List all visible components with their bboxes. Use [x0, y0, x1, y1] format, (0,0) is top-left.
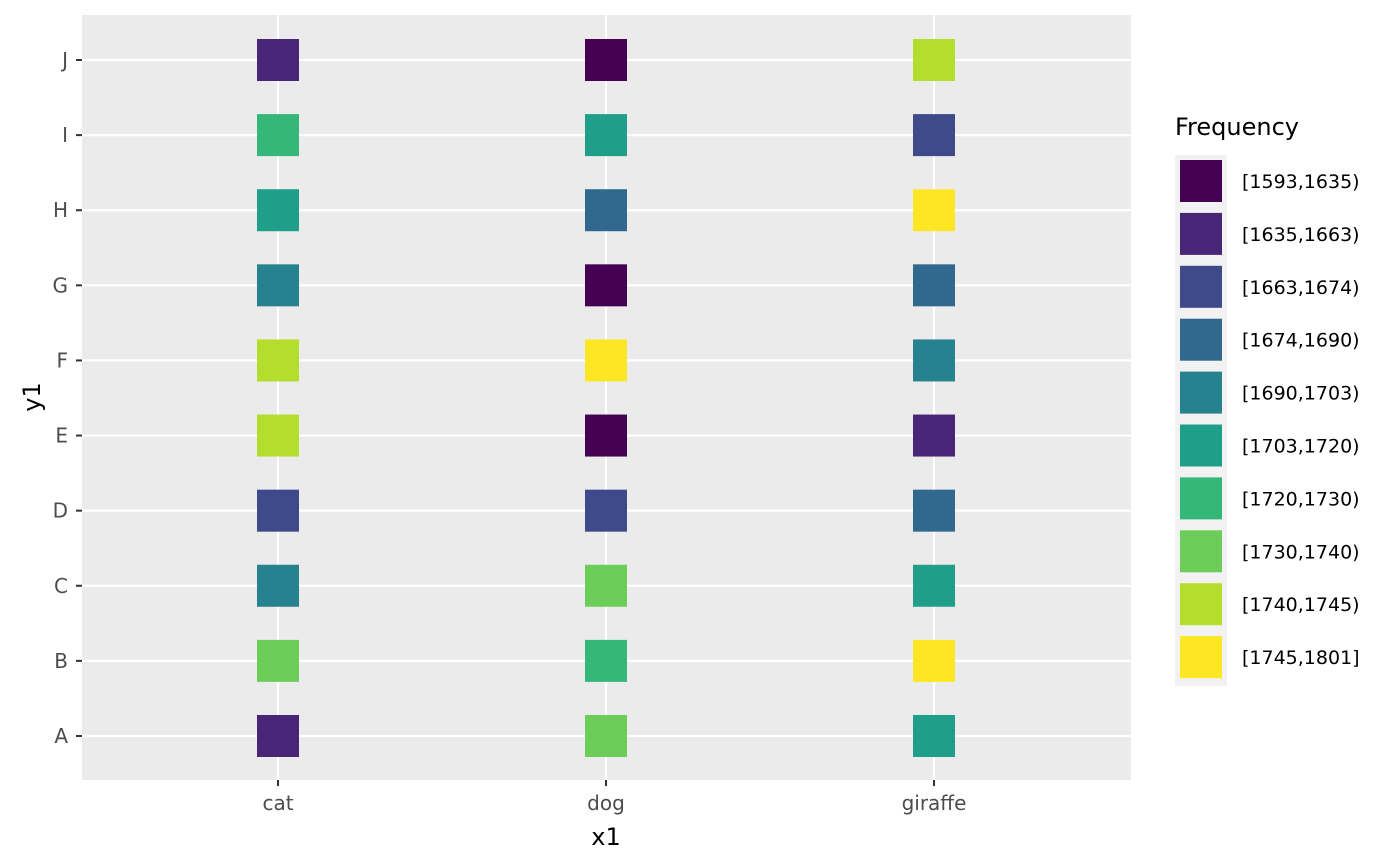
y-tick-label-c: C [54, 574, 68, 598]
heatmap-cell-cat-h [257, 189, 299, 232]
y-tick-label-d: D [53, 499, 68, 523]
x-tick-label-dog: dog [587, 791, 625, 815]
heatmap-cell-dog-h [585, 189, 627, 232]
y-tick-label-g: G [53, 273, 69, 297]
legend-key-7 [1180, 530, 1222, 573]
legend: Frequency [1593,1635) [1635,1663) [1663,16… [1175, 113, 1360, 686]
heatmap-cell-cat-c [257, 564, 299, 607]
heatmap-cell-giraffe-j [913, 39, 955, 81]
heatmap-cell-dog-c [585, 564, 627, 607]
heatmap-cell-cat-f [257, 339, 299, 382]
legend-title: Frequency [1175, 113, 1299, 141]
y-axis-title: y1 [18, 382, 46, 411]
heatmap-cell-giraffe-e [913, 414, 955, 457]
heatmap-cell-dog-b [585, 639, 627, 682]
x-axis: cat dog giraffe [262, 780, 966, 815]
y-tick-label-f: F [56, 348, 68, 372]
heatmap-cell-giraffe-a [913, 714, 955, 757]
heatmap-cell-dog-d [585, 489, 627, 532]
legend-label-9: [1745,1801] [1242, 647, 1360, 669]
legend-key-0 [1180, 160, 1222, 202]
heatmap-cell-dog-i [585, 114, 627, 157]
legend-label-4: [1690,1703) [1242, 383, 1360, 405]
heatmap-cell-giraffe-f [913, 339, 955, 382]
y-axis: A B C D E F G H I J [53, 48, 82, 748]
heatmap-cell-cat-g [257, 264, 299, 307]
heatmap-cell-giraffe-g [913, 264, 955, 307]
heatmap-cell-giraffe-b [913, 639, 955, 682]
heatmap-cell-giraffe-d [913, 489, 955, 532]
legend-key-1 [1180, 212, 1222, 255]
legend-key-2 [1180, 265, 1222, 308]
x-tick-label-giraffe: giraffe [902, 791, 967, 815]
heatmap-cell-dog-j [585, 39, 627, 81]
heatmap-cell-dog-e [585, 414, 627, 457]
heatmap-cells [257, 39, 955, 757]
y-tick-label-i: I [62, 123, 68, 147]
legend-key-9 [1180, 636, 1222, 679]
heatmap-cell-cat-b [257, 639, 299, 682]
heatmap-cell-cat-d [257, 489, 299, 532]
legend-key-3 [1180, 318, 1222, 361]
legend-label-6: [1720,1730) [1242, 488, 1360, 510]
heatmap-cell-giraffe-h [913, 189, 955, 232]
heatmap-cell-giraffe-c [913, 564, 955, 607]
legend-label-2: [1663,1674) [1242, 277, 1360, 299]
heatmap-cell-giraffe-i [913, 114, 955, 157]
y-tick-label-j: J [60, 48, 68, 72]
legend-key-4 [1180, 371, 1222, 414]
heatmap-cell-cat-i [257, 114, 299, 157]
legend-label-1: [1635,1663) [1242, 224, 1360, 246]
legend-key-8 [1180, 583, 1222, 626]
legend-label-3: [1674,1690) [1242, 330, 1360, 352]
heatmap-cell-dog-f [585, 339, 627, 382]
legend-label-5: [1703,1720) [1242, 436, 1360, 458]
legend-key-6 [1180, 477, 1222, 520]
heatmap-cell-dog-a [585, 714, 627, 757]
y-tick-label-h: H [53, 198, 68, 222]
y-tick-label-e: E [55, 424, 68, 448]
heatmap-cell-cat-e [257, 414, 299, 457]
legend-label-7: [1730,1740) [1242, 541, 1360, 563]
heatmap-cell-cat-j [257, 39, 299, 81]
x-axis-title: x1 [591, 823, 620, 851]
y-tick-label-a: A [54, 724, 68, 748]
legend-label-8: [1740,1745) [1242, 594, 1360, 616]
legend-key-5 [1180, 424, 1222, 467]
y-tick-label-b: B [54, 649, 68, 673]
heatmap-cell-dog-g [585, 264, 627, 307]
x-tick-label-cat: cat [262, 791, 293, 815]
heatmap-cell-cat-a [257, 714, 299, 757]
legend-label-0: [1593,1635) [1242, 171, 1360, 193]
